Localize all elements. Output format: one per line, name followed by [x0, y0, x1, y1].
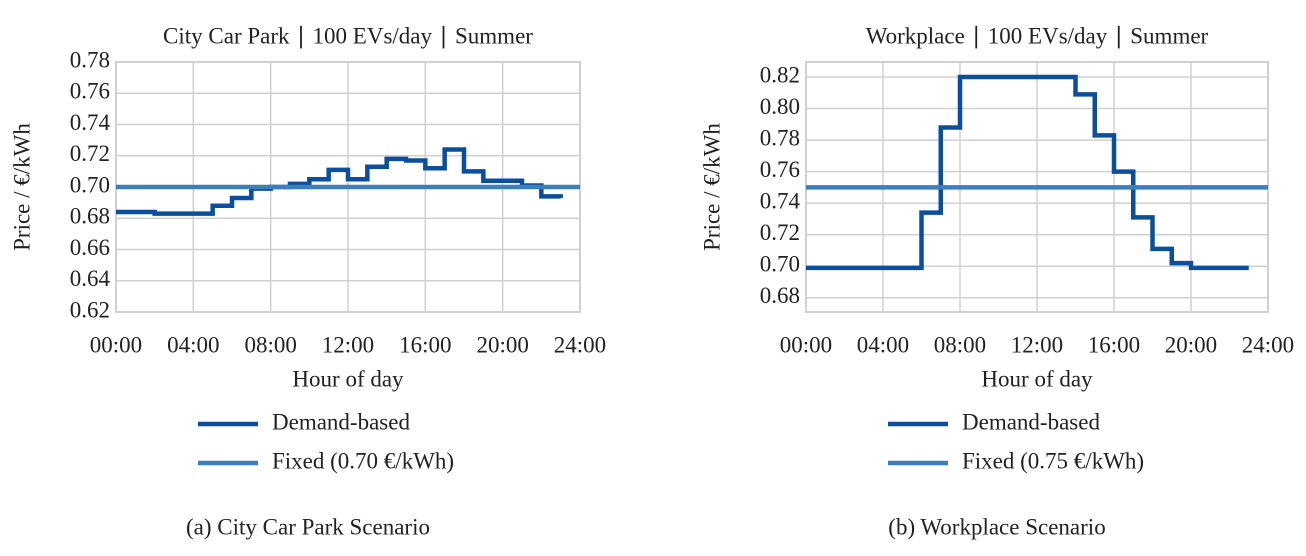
y-tick-label: 0.64 [70, 266, 111, 291]
y-tick-label: 0.80 [760, 94, 800, 119]
caption: (a) City Car Park Scenario [186, 514, 430, 539]
legend-label: Demand-based [272, 409, 410, 434]
y-axis-label: Price / €/kWh [699, 123, 724, 251]
x-tick-label: 24:00 [1242, 332, 1294, 357]
x-axis-label: Hour of day [981, 366, 1093, 391]
legend-label: Fixed (0.75 €/kWh) [962, 448, 1144, 473]
y-axis-label: Price / €/kWh [9, 123, 34, 251]
x-tick-label: 12:00 [1011, 332, 1063, 357]
x-tick-label: 16:00 [1088, 332, 1140, 357]
x-axis-label: Hour of day [292, 366, 404, 391]
x-tick-label: 20:00 [476, 332, 528, 357]
y-tick-label: 0.70 [760, 252, 800, 277]
x-tick-label: 04:00 [167, 332, 219, 357]
y-tick-label: 0.78 [70, 47, 110, 72]
y-tick-label: 0.70 [70, 172, 110, 197]
x-tick-label: 12:00 [322, 332, 374, 357]
demand-line [806, 74, 1249, 271]
x-tick-label: 08:00 [244, 332, 296, 357]
y-tick-label: 0.62 [70, 297, 110, 322]
x-tick-label: 20:00 [1165, 332, 1217, 357]
caption: (b) Workplace Scenario [888, 514, 1105, 539]
y-tick-label: 0.76 [760, 157, 800, 182]
y-tick-label: 0.68 [70, 204, 110, 229]
y-tick-label: 0.82 [760, 62, 800, 87]
y-tick-label: 0.72 [70, 141, 110, 166]
y-tick-label: 0.78 [760, 125, 800, 150]
y-tick-label: 0.68 [760, 283, 800, 308]
y-tick-label: 0.74 [70, 110, 111, 135]
chart-title: City Car Park ∣ 100 EVs/day ∣ Summer [163, 23, 533, 48]
x-tick-label: 08:00 [934, 332, 986, 357]
y-tick-label: 0.66 [70, 235, 110, 260]
x-tick-label: 00:00 [90, 332, 142, 357]
x-tick-label: 04:00 [857, 332, 909, 357]
chart-title: Workplace ∣ 100 EVs/day ∣ Summer [866, 23, 1209, 48]
legend-label: Demand-based [962, 409, 1100, 434]
x-tick-label: 16:00 [399, 332, 451, 357]
y-tick-label: 0.72 [760, 220, 800, 245]
demand-line [116, 147, 563, 216]
y-tick-label: 0.74 [760, 188, 801, 213]
x-tick-label: 00:00 [780, 332, 832, 357]
x-tick-label: 24:00 [554, 332, 606, 357]
y-tick-label: 0.76 [70, 79, 110, 104]
legend-label: Fixed (0.70 €/kWh) [272, 448, 454, 473]
